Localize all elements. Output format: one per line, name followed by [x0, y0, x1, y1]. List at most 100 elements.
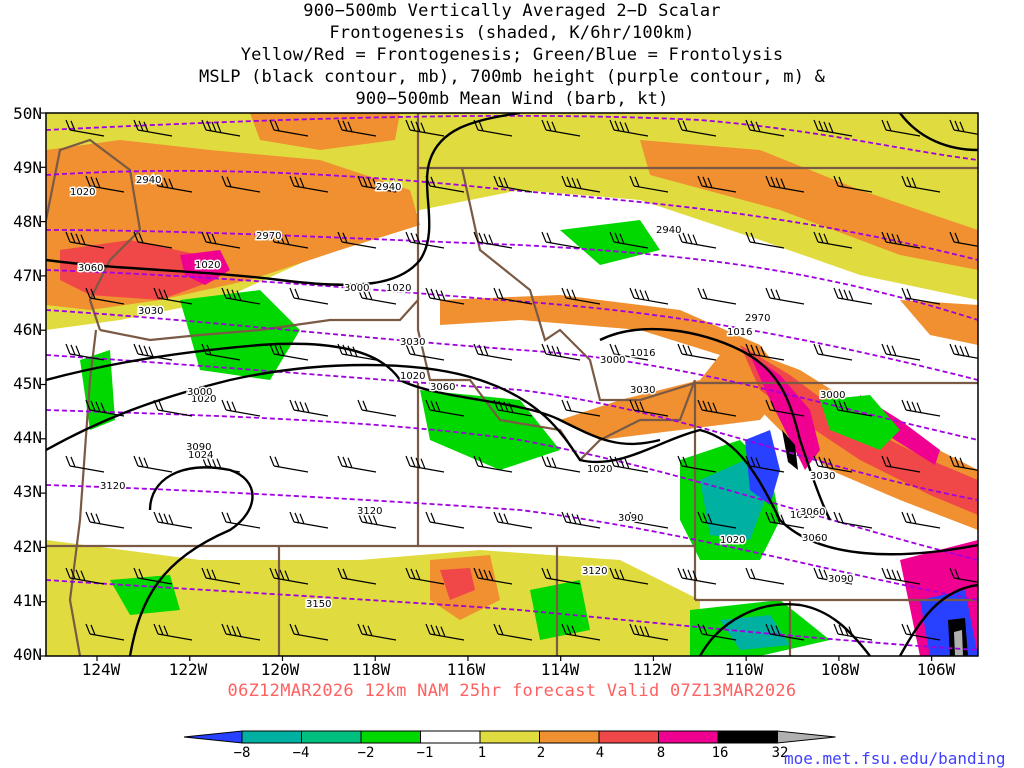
mslp-label: 1016	[790, 510, 815, 521]
frontolysis-region	[180, 290, 300, 380]
lon-label: 122W	[168, 660, 208, 679]
wind-barb	[609, 455, 649, 473]
mslp-contour	[698, 603, 871, 656]
wind-barb	[745, 119, 785, 137]
wind-barb	[745, 567, 785, 585]
wind-barb	[337, 455, 377, 473]
wind-barb	[425, 511, 465, 529]
wind-barb	[881, 567, 921, 585]
colorbar-cell	[539, 730, 600, 744]
border-line	[99, 297, 697, 462]
wind-barb	[65, 343, 105, 361]
wind-barb	[697, 511, 737, 529]
wind-barb	[609, 119, 649, 137]
wind-barb	[221, 511, 261, 529]
lat-label: 41N	[13, 591, 42, 610]
frontogenesis-region	[250, 113, 400, 150]
wind-barb	[405, 567, 445, 585]
source-credit[interactable]: moe.met.fsu.edu/banding	[784, 749, 1006, 768]
height-contour	[46, 114, 978, 161]
wind-barb	[221, 399, 261, 417]
wind-barb	[901, 287, 941, 305]
wind-barb	[473, 231, 513, 249]
mslp-contour	[46, 363, 978, 556]
wind-barb	[473, 567, 513, 585]
colorbar-label: −4	[292, 745, 310, 761]
lon-label: 112W	[632, 660, 672, 679]
wind-barb	[677, 119, 717, 137]
wind-barb	[697, 175, 737, 193]
wind-barb	[85, 287, 125, 305]
wind-barb	[677, 567, 717, 585]
lat-label: 45N	[13, 374, 42, 393]
wind-barb	[541, 119, 581, 137]
wind-barb	[881, 231, 921, 249]
wind-barb	[561, 511, 601, 529]
wind-barb	[133, 343, 173, 361]
colorbar-label: 4	[595, 745, 605, 761]
wind-barbs	[65, 119, 978, 641]
wind-barb	[221, 287, 261, 305]
height-label: 3120	[582, 566, 607, 577]
lat-label: 48N	[13, 212, 42, 231]
wind-barb	[697, 287, 737, 305]
frontogenesis-region	[900, 300, 978, 345]
height-contour	[46, 409, 978, 561]
title-line-5: 900−500mb Mean Wind (barb, kt)	[355, 89, 669, 109]
frontogenesis-region	[60, 240, 215, 300]
height-label: 2940	[376, 182, 401, 193]
height-contour	[46, 309, 978, 441]
colorbar-label: 8	[656, 745, 666, 761]
contour-labels: 1020 1020 1020 1020 1016 1016 1020 1024 …	[69, 186, 817, 548]
wind-barb	[425, 399, 465, 417]
wind-barb	[289, 399, 329, 417]
height-label: 3000	[344, 283, 369, 294]
wind-barb	[833, 511, 873, 529]
mslp-label: 1020	[70, 187, 95, 198]
wind-barb	[493, 511, 533, 529]
wind-barb	[493, 175, 533, 193]
wind-barb	[133, 231, 173, 249]
lon-label: 108W	[820, 660, 860, 679]
wind-barb	[745, 231, 785, 249]
mslp-label: 1020	[195, 260, 220, 271]
frontogenesis-region	[440, 295, 790, 440]
border-line	[460, 167, 696, 402]
mslp-label: 1024	[188, 450, 213, 461]
wind-barb	[201, 119, 241, 137]
wind-barb	[813, 343, 853, 361]
wind-barb	[541, 343, 581, 361]
wind-barb	[765, 511, 805, 529]
wind-barb	[561, 175, 601, 193]
colorbar-cell	[360, 730, 421, 744]
frontogenesis-region	[46, 540, 700, 656]
wind-barb	[153, 399, 193, 417]
wind-barb	[745, 455, 785, 473]
frontogenesis-region	[954, 630, 963, 656]
height-label: 2970	[256, 231, 281, 242]
wind-barb	[901, 175, 941, 193]
wind-barb	[153, 511, 193, 529]
wind-barb	[881, 343, 921, 361]
wind-barb	[473, 455, 513, 473]
colorbar-label: 16	[711, 745, 729, 761]
wind-barb	[881, 119, 921, 137]
wind-barb	[745, 343, 785, 361]
lon-label: 106W	[916, 660, 956, 679]
colorbar-label: −2	[357, 745, 375, 761]
wind-barb	[901, 511, 941, 529]
wind-barb	[541, 455, 581, 473]
height-label: 2970	[745, 313, 770, 324]
height-label: 3060	[800, 507, 825, 518]
wind-barb	[949, 343, 978, 359]
colorbar-cell	[658, 730, 719, 744]
wind-barb	[697, 623, 737, 641]
frontolysis-region	[720, 615, 790, 650]
height-label: 3090	[186, 442, 211, 453]
wind-barb	[425, 175, 465, 193]
frontolysis-region	[745, 430, 780, 505]
wind-barb	[949, 119, 978, 135]
wind-barb	[609, 231, 649, 249]
colorbar-cell	[777, 730, 836, 744]
frontolysis-region	[560, 220, 660, 265]
